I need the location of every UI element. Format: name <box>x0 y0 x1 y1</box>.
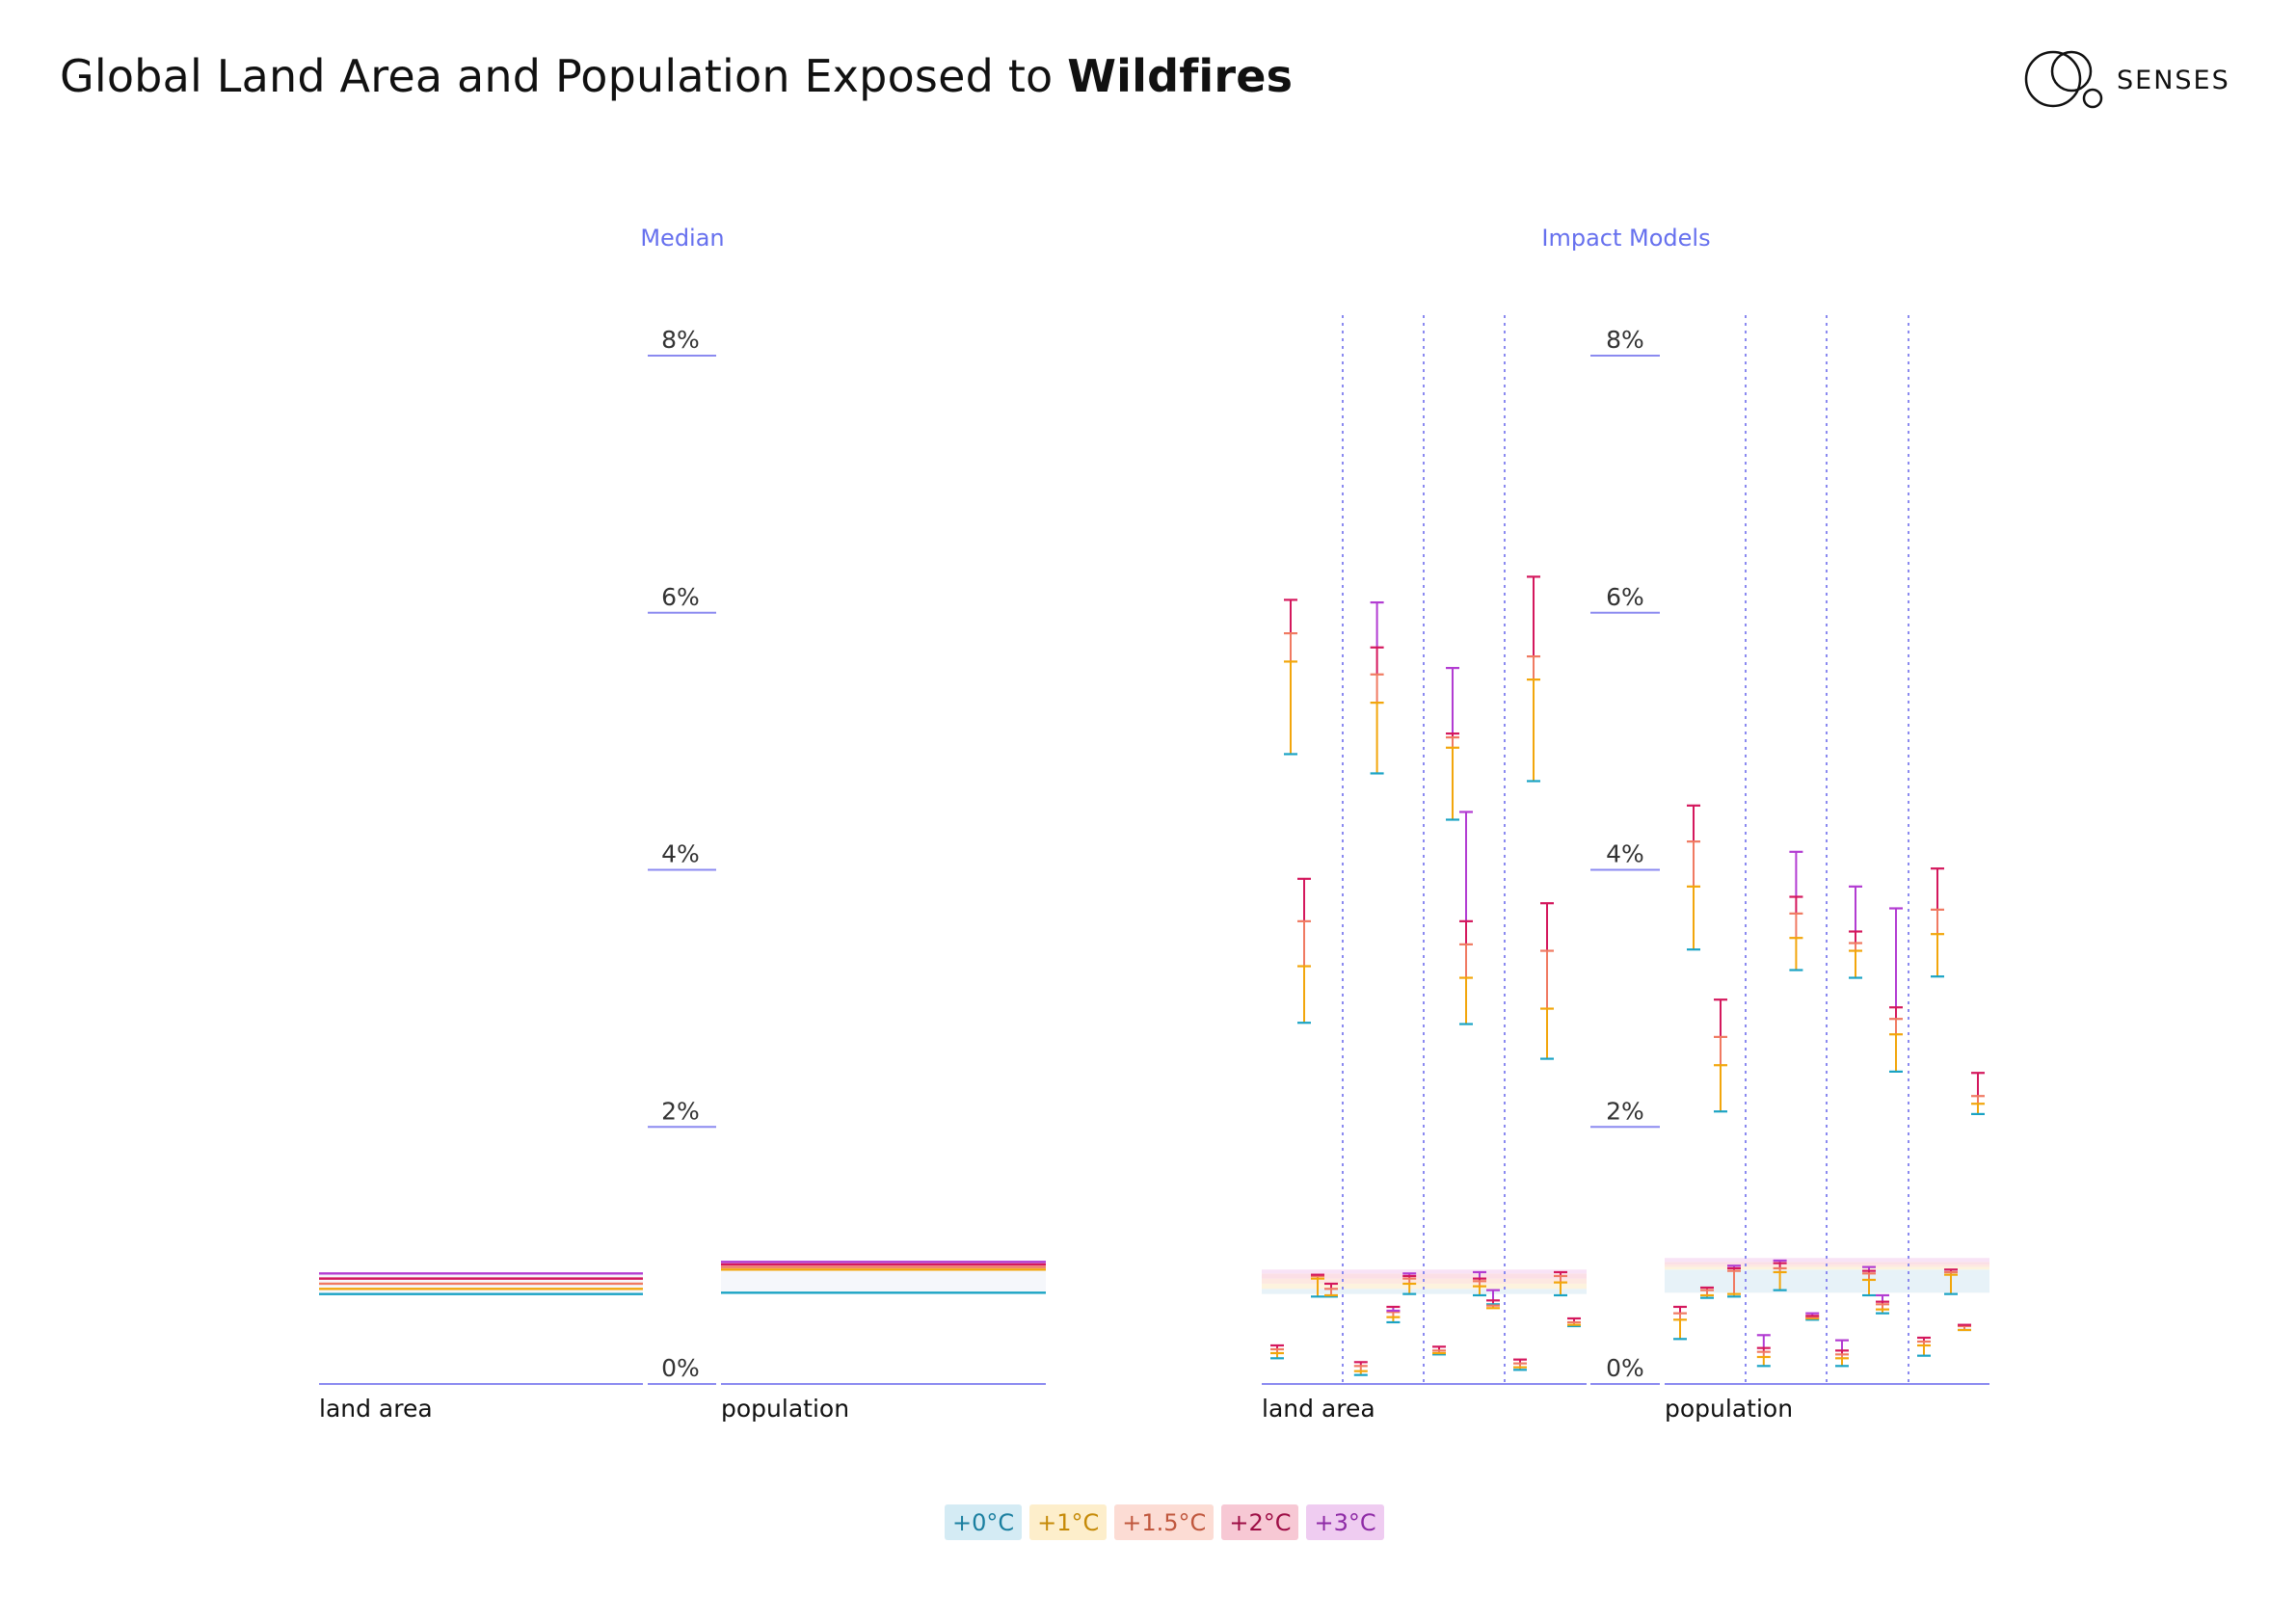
median-y-tick-label: 0% <box>661 1354 700 1382</box>
median-category-label: population <box>721 1395 849 1423</box>
legend-item[interactable]: +2°C <box>1221 1504 1299 1540</box>
senses-logo-icon <box>2024 50 2103 109</box>
impact-y-tick-label: 6% <box>1606 583 1644 611</box>
page-title-prefix: Global Land Area and Population Exposed … <box>60 50 1068 102</box>
median-category-label: land area <box>319 1395 433 1423</box>
impact-y-tick-label: 8% <box>1606 326 1644 354</box>
median-chart-title: Median <box>640 225 724 252</box>
page-title-bold: Wildfires <box>1067 50 1294 102</box>
impact-band-1-1 <box>1665 1266 1989 1270</box>
impact-y-tick-label: 0% <box>1606 1354 1644 1382</box>
page-title: Global Land Area and Population Exposed … <box>60 50 1293 102</box>
median-y-tick-label: 2% <box>661 1097 700 1125</box>
impact-band-1-3 <box>1665 1262 1989 1264</box>
impact-band-1-4 <box>1665 1258 1989 1263</box>
legend-item[interactable]: +1°C <box>1029 1504 1108 1540</box>
impact-y-tick-label: 4% <box>1606 840 1644 868</box>
legend-item[interactable]: +0°C <box>945 1504 1023 1540</box>
impact-chart-title: Impact Models <box>1541 225 1710 252</box>
senses-logo-text: SENSES <box>2117 65 2230 95</box>
impact-category-label: land area <box>1262 1395 1375 1423</box>
impact-category-label: population <box>1665 1395 1793 1423</box>
legend: +0°C +1°C +1.5°C +2°C +3°C <box>945 1504 1384 1540</box>
legend-item[interactable]: +1.5°C <box>1114 1504 1215 1540</box>
impact-band-0-1 <box>1262 1283 1587 1290</box>
impact-band-0-3 <box>1262 1273 1587 1279</box>
median-y-tick-label: 8% <box>661 326 700 354</box>
legend-item[interactable]: +3°C <box>1306 1504 1384 1540</box>
median-y-tick-label: 4% <box>661 840 700 868</box>
median-y-tick-label: 6% <box>661 583 700 611</box>
impact-band-0-0 <box>1262 1289 1587 1294</box>
senses-logo: SENSES <box>2022 48 2230 112</box>
impact-y-tick-label: 2% <box>1606 1097 1644 1125</box>
